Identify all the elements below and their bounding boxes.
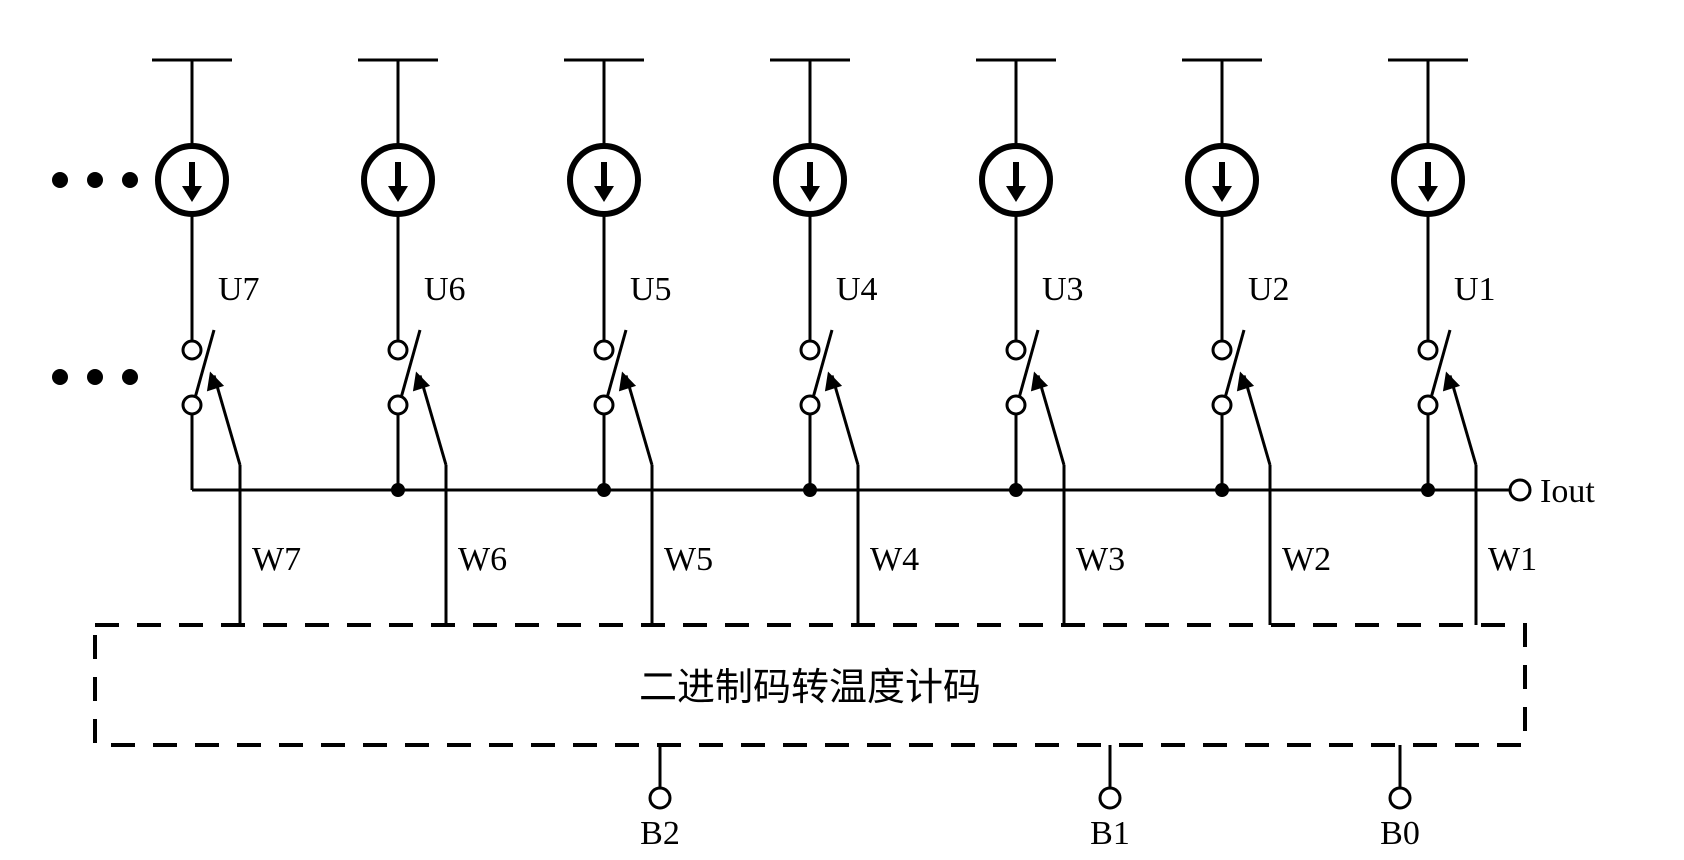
input-label: B0 bbox=[1380, 815, 1420, 852]
unit-label: U7 bbox=[218, 271, 260, 308]
control-label: W3 bbox=[1076, 541, 1125, 578]
arrow-head-icon bbox=[207, 372, 224, 392]
control-arrow-shaft bbox=[214, 376, 240, 466]
control-label: W2 bbox=[1282, 541, 1331, 578]
input-terminal bbox=[1390, 788, 1410, 808]
control-arrow-shaft bbox=[420, 376, 446, 466]
column-c1: U1 W1 bbox=[1388, 60, 1537, 625]
input-terminal bbox=[1100, 788, 1120, 808]
control-label: W5 bbox=[664, 541, 713, 578]
switch-contact bbox=[1213, 396, 1231, 414]
column-c7: U7 W7 bbox=[152, 60, 301, 625]
column-c3: U3 W3 bbox=[976, 60, 1125, 625]
dac-schematic: U7 W7 U6 W6 U5 W5 U4 W4 U3 W3 U2 W2 U1 W1 Iout 二进制码转温… bbox=[0, 0, 1684, 860]
switch-contact bbox=[595, 341, 613, 359]
switch-contact bbox=[595, 396, 613, 414]
control-arrow-shaft bbox=[1244, 376, 1270, 466]
control-label: W7 bbox=[252, 541, 301, 578]
switch-contact bbox=[389, 341, 407, 359]
column-c2: U2 W2 bbox=[1182, 60, 1331, 625]
ellipsis-switches bbox=[52, 369, 138, 385]
switch-contact bbox=[1007, 341, 1025, 359]
arrow-head-icon bbox=[1031, 372, 1048, 392]
control-arrow-shaft bbox=[832, 376, 858, 466]
column-c4: U4 W4 bbox=[770, 60, 919, 625]
switch-contact bbox=[801, 341, 819, 359]
arrow-head-icon bbox=[594, 186, 614, 202]
input-label: B2 bbox=[640, 815, 680, 852]
iout-terminal bbox=[1510, 480, 1530, 500]
control-label: W1 bbox=[1488, 541, 1537, 578]
switch-contact bbox=[1419, 396, 1437, 414]
arrow-head-icon bbox=[619, 372, 636, 392]
arrow-head-icon bbox=[413, 372, 430, 392]
arrow-head-icon bbox=[1212, 186, 1232, 202]
arrow-head-icon bbox=[1006, 186, 1026, 202]
iout-label: Iout bbox=[1540, 473, 1595, 510]
control-label: W4 bbox=[870, 541, 919, 578]
input-terminal bbox=[650, 788, 670, 808]
switch-contact bbox=[1419, 341, 1437, 359]
control-arrow-shaft bbox=[1038, 376, 1064, 466]
arrow-head-icon bbox=[1443, 372, 1460, 392]
arrow-head-icon bbox=[825, 372, 842, 392]
unit-label: U3 bbox=[1042, 271, 1084, 308]
switch-contact bbox=[801, 396, 819, 414]
arrow-head-icon bbox=[800, 186, 820, 202]
input-b2: B2 bbox=[640, 745, 680, 852]
arrow-head-icon bbox=[182, 186, 202, 202]
control-arrow-shaft bbox=[626, 376, 652, 466]
input-label: B1 bbox=[1090, 815, 1130, 852]
switch-contact bbox=[183, 341, 201, 359]
column-c6: U6 W6 bbox=[358, 60, 507, 625]
decoder-label: 二进制码转温度计码 bbox=[639, 667, 981, 709]
switch-contact bbox=[1007, 396, 1025, 414]
unit-label: U5 bbox=[630, 271, 672, 308]
control-label: W6 bbox=[458, 541, 507, 578]
input-b1: B1 bbox=[1090, 745, 1130, 852]
unit-label: U2 bbox=[1248, 271, 1290, 308]
unit-label: U6 bbox=[424, 271, 466, 308]
control-arrow-shaft bbox=[1450, 376, 1476, 466]
ellipsis-top bbox=[52, 172, 138, 188]
column-c5: U5 W5 bbox=[564, 60, 713, 625]
switch-contact bbox=[1213, 341, 1231, 359]
unit-label: U1 bbox=[1454, 271, 1496, 308]
input-b0: B0 bbox=[1380, 745, 1420, 852]
arrow-head-icon bbox=[388, 186, 408, 202]
unit-label: U4 bbox=[836, 271, 878, 308]
arrow-head-icon bbox=[1237, 372, 1254, 392]
switch-contact bbox=[389, 396, 407, 414]
arrow-head-icon bbox=[1418, 186, 1438, 202]
switch-contact bbox=[183, 396, 201, 414]
